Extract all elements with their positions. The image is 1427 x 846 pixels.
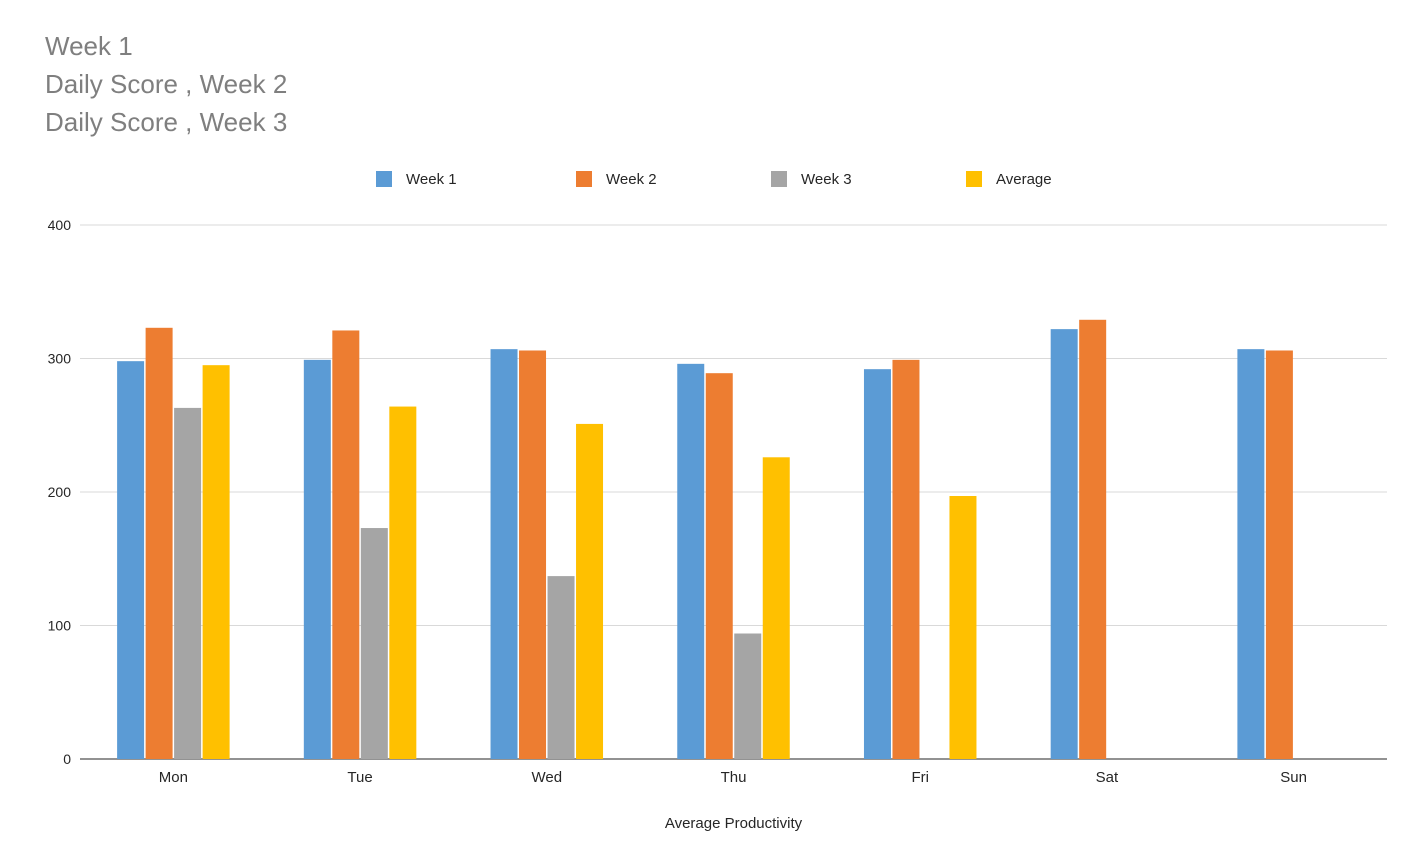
y-tick-label-0: 0 [63, 751, 71, 767]
legend-label-week-3: Week 3 [801, 170, 852, 188]
bar-week-1-thu [677, 363, 705, 759]
chart-title-line-1: Week 1 [45, 31, 133, 61]
bar-week-2-mon [145, 327, 173, 759]
legend-item-average: Average [966, 168, 1052, 190]
bar-week-2-fri [892, 359, 920, 759]
y-tick-label-200: 200 [48, 484, 72, 500]
x-tick-label-thu: Thu [721, 769, 747, 786]
bar-week-1-wed [490, 349, 518, 759]
legend-swatch-week-3 [771, 171, 787, 187]
bar-week-1-sat [1050, 329, 1078, 759]
bar-average-thu [762, 457, 790, 759]
bar-average-fri [949, 496, 977, 759]
bar-week-3-mon [174, 407, 202, 759]
chart-legend: Week 1 Week 2 Week 3 Average [0, 168, 1427, 190]
y-tick-label-400: 400 [48, 217, 72, 233]
bar-week-2-sun [1265, 350, 1293, 759]
x-tick-label-sun: Sun [1280, 769, 1307, 786]
chart-title-line-2: Daily Score , Week 2 [45, 69, 288, 99]
y-tick-label-100: 100 [48, 618, 72, 634]
bar-average-mon [202, 365, 230, 759]
bar-week-2-wed [519, 350, 547, 759]
bar-average-wed [576, 423, 604, 759]
x-axis-title: Average Productivity [665, 815, 803, 832]
bar-average-tue [389, 406, 417, 759]
legend-swatch-week-2 [576, 171, 592, 187]
bar-week-3-tue [360, 528, 388, 759]
bar-week-3-wed [547, 576, 575, 759]
legend-item-week-2: Week 2 [576, 168, 657, 190]
x-tick-label-tue: Tue [347, 769, 372, 786]
bar-week-1-fri [863, 369, 891, 759]
bar-week-1-mon [117, 361, 145, 759]
bar-week-2-sat [1079, 319, 1107, 759]
legend-item-week-1: Week 1 [376, 168, 457, 190]
bar-week-1-sun [1237, 349, 1265, 759]
x-tick-label-sat: Sat [1096, 769, 1119, 786]
legend-swatch-average [966, 171, 982, 187]
legend-swatch-week-1 [376, 171, 392, 187]
x-tick-label-mon: Mon [159, 769, 188, 786]
x-tick-label-fri: Fri [911, 769, 929, 786]
legend-label-week-2: Week 2 [606, 170, 657, 188]
legend-label-average: Average [996, 170, 1052, 188]
chart-title-line-3: Daily Score , Week 3 [45, 107, 288, 137]
legend-item-week-3: Week 3 [771, 168, 852, 190]
y-tick-label-300: 300 [48, 351, 72, 367]
legend-label-week-1: Week 1 [406, 170, 457, 188]
bar-week-1-tue [303, 359, 331, 759]
bar-week-2-thu [705, 373, 733, 759]
x-tick-label-wed: Wed [531, 769, 562, 786]
bar-week-3-thu [734, 633, 762, 759]
bar-week-2-tue [332, 330, 360, 759]
